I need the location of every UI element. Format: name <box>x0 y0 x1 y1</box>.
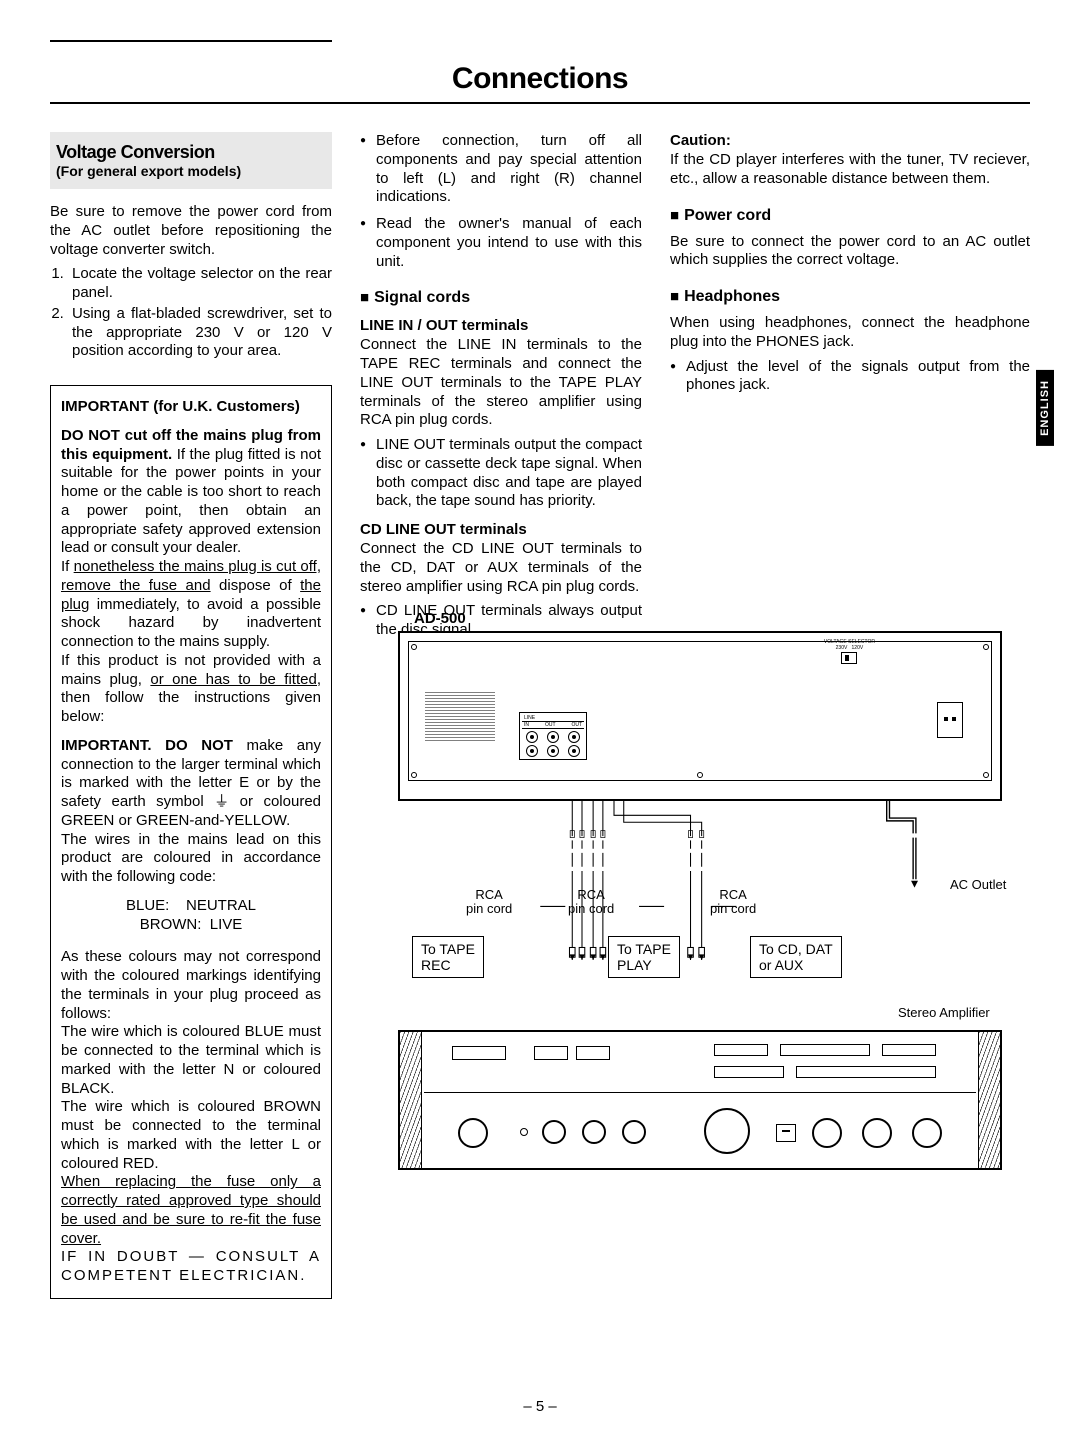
bullet-before: Before connection, turn off all componen… <box>360 132 642 207</box>
t: Power cord <box>684 207 771 224</box>
language-tab: ENGLISH <box>1036 370 1054 446</box>
cd-line-out-text: Connect the CD LINE OUT terminals to the… <box>360 540 642 596</box>
screw-icon <box>983 644 989 650</box>
page-title: Connections <box>50 62 1030 96</box>
heading-headphones: ■Headphones <box>670 288 1030 306</box>
caution-text: If the CD player interferes with the tun… <box>670 151 1030 189</box>
t: IMPORTANT. DO NOT <box>61 737 233 754</box>
heading-cd-line-out: CD LINE OUT terminals <box>360 521 642 538</box>
cd-aux-box: To CD, DAT or AUX <box>750 936 842 978</box>
voltage-intro: Be sure to remove the power cord from th… <box>50 203 332 259</box>
stereo-amplifier-icon <box>398 1030 1002 1170</box>
t: then follow the instructions given below… <box>61 689 321 725</box>
wiring-lines <box>390 800 1030 960</box>
uk-p5: The wires in the mains lead on this prod… <box>61 831 321 887</box>
vent-slots <box>425 692 495 742</box>
t: dispose of <box>211 577 301 594</box>
screw-icon <box>411 644 417 650</box>
line-rca-block: LINE INOUTOUT <box>519 712 587 760</box>
title-divider <box>50 102 1030 104</box>
ac-inlet-icon <box>937 702 963 738</box>
voltage-steps: Locate the voltage selector on the rear … <box>50 265 332 361</box>
ac-outlet-label: AC Outlet <box>950 878 1006 892</box>
line-in-out-text: Connect the LINE IN terminals to the TAP… <box>360 336 642 430</box>
rca-label-1: RCA pin cord <box>466 888 512 917</box>
heading-caution: Caution: <box>670 132 1030 149</box>
t: Signal cords <box>374 289 470 306</box>
stereo-amp-label: Stereo Amplifier <box>898 1006 990 1020</box>
uk-p8: The wire which is coloured BROWN must be… <box>61 1098 321 1173</box>
uk-p4: IMPORTANT. DO NOT make any connection to… <box>61 737 321 831</box>
page-number: – 5 – <box>0 1398 1080 1415</box>
uk-p1: DO NOT cut off the mains plug from this … <box>61 427 321 558</box>
uk-p7: The wire which is coloured BLUE must be … <box>61 1023 321 1098</box>
unit-inner-outline: VOLTAGE SELECTOR 230V 120V LINE INOUTOUT <box>408 641 992 781</box>
step-1: Locate the voltage selector on the rear … <box>68 265 332 303</box>
t: or one has to be fitted, <box>150 671 321 688</box>
line-out-note: LINE OUT terminals output the compact di… <box>360 436 642 511</box>
heading-signal-cords: ■Signal cords <box>360 289 642 307</box>
tape-play-box: To TAPE PLAY <box>608 936 680 978</box>
uk-header: IMPORTANT (for U.K. Customers) <box>61 398 321 417</box>
voltage-subtitle: (For general export models) <box>56 163 322 179</box>
uk-p9: When replacing the fuse only a correctly… <box>61 1173 321 1248</box>
t: immediately, to avoid a possible shock h… <box>61 596 321 651</box>
t: Headphones <box>684 288 780 305</box>
wire-code: BLUE: NEUTRAL BROWN: LIVE <box>61 897 321 935</box>
wire-brown: BROWN: LIVE <box>61 916 321 935</box>
power-cord-text: Be sure to connect the power cord to an … <box>670 233 1030 271</box>
diagram-model: AD-500 <box>414 610 1030 627</box>
uk-p3: If this product is not provided with a m… <box>61 652 321 727</box>
rca-label-3: RCA pin cord <box>710 888 756 917</box>
line-out-bullet: LINE OUT terminals output the compact di… <box>360 436 642 511</box>
headphones-text: When using headphones, connect the headp… <box>670 314 1030 352</box>
screw-icon <box>411 772 417 778</box>
bullet-manual: Read the owner's manual of each componen… <box>360 215 642 271</box>
headphones-note: Adjust the level of the signals output f… <box>670 358 1030 396</box>
rca-label-2: RCA pin cord <box>568 888 614 917</box>
uk-p6: As these colours may not correspond with… <box>61 948 321 1023</box>
voltage-selector-icon: VOLTAGE SELECTOR 230V 120V <box>824 639 875 664</box>
screw-icon <box>983 772 989 778</box>
voltage-title: Voltage Conversion <box>56 142 322 163</box>
headphones-bullet: Adjust the level of the signals output f… <box>670 358 1030 396</box>
t: If <box>61 558 74 575</box>
wire-blue: BLUE: NEUTRAL <box>61 897 321 916</box>
uk-p10: IF IN DOUBT — CONSULT A COMPETENT ELECTR… <box>61 1248 321 1286</box>
tape-rec-box: To TAPE REC <box>412 936 484 978</box>
voltage-conversion-box: Voltage Conversion (For general export m… <box>50 132 332 189</box>
heading-line-in-out: LINE IN / OUT terminals <box>360 317 642 334</box>
heading-power-cord: ■Power cord <box>670 207 1030 225</box>
unit-rear-panel: VOLTAGE SELECTOR 230V 120V LINE INOUTOUT <box>398 631 1002 801</box>
screw-icon <box>697 772 703 778</box>
step-2: Using a flat-bladed screwdriver, set to … <box>68 305 332 361</box>
top-divider <box>50 40 332 42</box>
pre-connect-bullets: Before connection, turn off all componen… <box>360 132 642 271</box>
connection-diagram: AD-500 VOLTAGE SELECTOR 230V 120V LINE I… <box>390 610 1030 1190</box>
uk-important-box: IMPORTANT (for U.K. Customers) DO NOT cu… <box>50 385 332 1299</box>
uk-p2: If nonetheless the mains plug is cut off… <box>61 558 321 652</box>
column-left: Voltage Conversion (For general export m… <box>50 132 332 1299</box>
